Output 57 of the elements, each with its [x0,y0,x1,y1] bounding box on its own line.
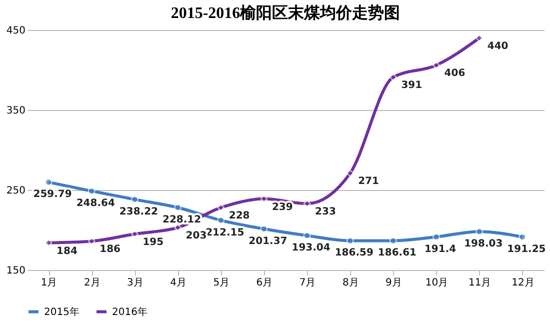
x-tick-label: 9月 [386,278,402,288]
x-tick-label: 7月 [299,278,316,288]
point [260,195,268,202]
data-label: 195 [142,237,164,248]
data-label: 201.37 [248,236,288,247]
y-tick-label: 150 [6,266,26,276]
point [217,216,225,224]
data-label: 239 [272,202,293,213]
chart-title: 2015-2016榆阳区末煤均价走势图 [170,4,400,22]
y-tick-label: 450 [6,26,26,36]
data-label: 238.22 [119,206,158,218]
data-label: 186 [100,244,121,256]
point [346,237,354,244]
point [174,204,182,212]
data-label: 391 [401,80,422,92]
point [346,170,354,177]
point [88,187,96,195]
legend-label: 2016年 [112,306,148,318]
data-label: 406 [444,68,466,80]
point [260,225,268,233]
data-label: 184 [56,246,78,257]
x-tick-label: 12月 [512,278,534,288]
data-label: 186.59 [334,248,374,259]
data-label: 191.25 [507,244,546,255]
x-tick-label: 11月 [468,278,492,288]
x-tick-label: 5月 [213,278,230,288]
point [44,178,52,186]
data-label: 203 [186,230,207,242]
point [518,233,526,241]
data-label: 193.04 [292,242,330,254]
legend-label: 2015年 [44,306,80,318]
point [131,196,138,204]
data-label: 186.61 [378,248,417,259]
point [476,228,484,236]
point [390,237,397,244]
x-tick-label: 1月 [40,278,58,288]
data-label: 271 [358,176,380,188]
data-label: 259.79 [33,189,72,200]
x-tick-label: 10月 [425,278,448,288]
point [432,62,440,69]
data-label: 233 [315,206,336,218]
x-tick-label: 4月 [170,278,186,288]
x-tick-label: 3月 [127,278,144,288]
data-label: 228 [228,210,250,222]
x-tick-label: 2月 [84,278,100,288]
data-label: 212.15 [206,227,244,238]
data-label: 248.64 [76,198,115,210]
point [303,232,311,240]
y-tick-label: 350 [6,106,26,116]
point [390,74,397,81]
x-tick-label: 8月 [342,278,359,288]
data-label: 440 [487,41,508,52]
y-tick-label: 250 [6,186,26,196]
x-tick-label: 6月 [256,278,273,288]
data-label: 191.4 [424,244,456,255]
point [88,238,96,245]
data-label: 198.03 [464,238,503,250]
